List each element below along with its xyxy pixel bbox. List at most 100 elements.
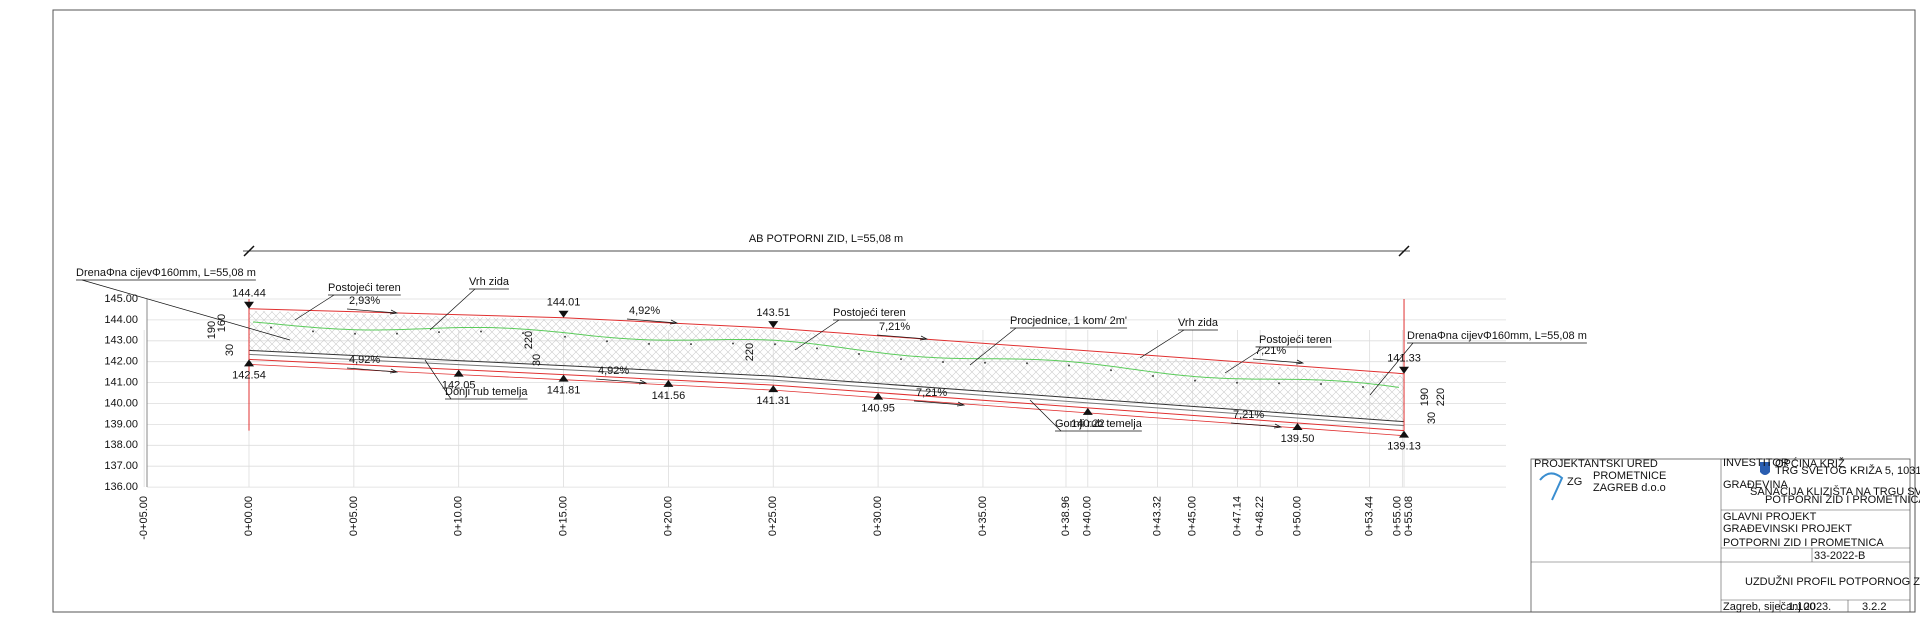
station-label: 0+45.00 (1187, 496, 1199, 536)
station-label: 0+38.96 (1060, 496, 1072, 536)
bottom-marker (244, 359, 254, 367)
drain-dot (312, 330, 314, 333)
bottom-marker (1399, 430, 1410, 438)
slope: 7,21% (1255, 345, 1286, 357)
drain-dot (270, 326, 272, 329)
drain-dot (606, 340, 608, 343)
drain-dot (480, 330, 482, 333)
bottom-marker (663, 379, 674, 387)
bottom-marker (873, 392, 884, 400)
top-elevation: 144.44 (232, 288, 266, 300)
drain-dot (1110, 369, 1112, 372)
title-block-text: GRAĐEVINA (1723, 479, 1788, 491)
station-label: 0+43.32 (1151, 496, 1163, 536)
drain-dot (1236, 381, 1238, 384)
leader (424, 359, 452, 400)
title-block-text: OPĆINA KRIŽ (1775, 457, 1845, 470)
station-label: 0+55.00 (1391, 496, 1403, 536)
slope-arrow (1252, 358, 1305, 365)
drain-dot (396, 332, 398, 335)
callout: Postojeći teren (833, 307, 906, 319)
station-label: 0+05.00 (348, 496, 360, 536)
drain-dot (1194, 379, 1196, 382)
elevation-label: 138.00 (104, 439, 138, 451)
bottom-elevation: 140.22 (1071, 418, 1105, 430)
drain-dot (900, 358, 902, 361)
dimension: 30 (224, 344, 236, 356)
terrain (252, 321, 1400, 388)
bottom-marker (558, 374, 569, 382)
title: AB POTPORNI ZID, L=55,08 m (749, 233, 903, 245)
title-block-text: TRG SVETOG KRIŽA 5, 10314 KRIŽ (1775, 464, 1920, 477)
drain-dot (438, 331, 440, 334)
leader (294, 294, 335, 321)
drain-dot (732, 342, 734, 345)
drain-dot (564, 335, 566, 338)
station-label: 0+40.00 (1082, 496, 1094, 536)
top-marker (768, 321, 779, 329)
title-block (1530, 458, 1911, 613)
dimension: 190 (1419, 388, 1431, 406)
elevation-label: 139.00 (104, 418, 138, 430)
station-label: 0+50.00 (1291, 496, 1303, 536)
bottom-elevation: 142.54 (232, 369, 266, 381)
slope: 4,92% (349, 354, 380, 366)
slope-arrow (346, 308, 399, 315)
leader (1029, 399, 1062, 432)
bottom-elevation: 139.50 (1281, 433, 1315, 445)
elevation-label: 144.00 (104, 314, 138, 326)
title-block-text: POTPORNI ZID I PROMETNICA (1723, 537, 1884, 549)
slope: 4,92% (598, 365, 629, 377)
top-marker (1399, 366, 1410, 374)
station-label: -0+05.00 (138, 496, 150, 540)
title-block-text: Zagreb, siječanj 2023. (1723, 601, 1831, 613)
leader (1139, 329, 1185, 359)
drain-dot (774, 343, 776, 346)
leader (1224, 346, 1266, 374)
station-label: 0+25.00 (767, 496, 779, 536)
drain-dot (1362, 386, 1364, 389)
bottom-elevation: 141.81 (547, 385, 581, 397)
drain-dot (942, 360, 944, 363)
station-label: 0+53.44 (1364, 496, 1376, 536)
drain-dot (858, 353, 860, 356)
top-elevation: 143.51 (756, 307, 790, 319)
title-block-text: POTPORNI ZID I PROMETNICA (1765, 494, 1920, 506)
title-block-text: SANACIJA KLIZIŠTA NA TRGU SVETOG KRIŽA (1750, 485, 1920, 498)
slope: 4,92% (629, 305, 660, 317)
title-block-text: GLAVNI PROJEKT (1723, 511, 1817, 523)
station-label: 0+48.22 (1254, 496, 1266, 536)
callout: Postojeći teren (328, 282, 401, 294)
top-marker (244, 301, 254, 309)
slope-arrow (913, 400, 966, 407)
callout: Procjednice, 1 kom/ 2m' (1010, 315, 1127, 327)
bottom-marker (1292, 422, 1303, 430)
drain-dot (648, 342, 650, 345)
drain-dot (354, 332, 356, 335)
title-block-text: ZAGREB d.o.o (1593, 482, 1666, 494)
slope: 7,21% (916, 387, 947, 399)
drain-dot (1152, 374, 1154, 377)
bottom-elevation: 141.31 (756, 395, 790, 407)
title-block-text: PROJEKTANTSKI URED (1534, 458, 1658, 470)
callout: Donji rub temelja (445, 386, 528, 398)
elevation-label: 137.00 (104, 460, 138, 472)
title-block-text: 3.2.2 (1862, 601, 1886, 613)
drain-dot (984, 361, 986, 364)
title-block-text: PROMETNICE (1593, 470, 1666, 482)
bottom-marker (453, 369, 464, 377)
elevation-label: 136.00 (104, 481, 138, 493)
wall-bottom (248, 349, 1405, 423)
dimension: 190 (206, 321, 218, 339)
drain-dot (1026, 362, 1028, 365)
elevation-label: 140.00 (104, 397, 138, 409)
elevation-label: 145.00 (104, 293, 138, 305)
bottom-marker (1082, 407, 1093, 415)
drain-dot (522, 332, 524, 335)
top-elevation: 141.33 (1387, 353, 1421, 365)
drain-dot (1320, 383, 1322, 386)
bottom-elevation: 140.95 (861, 403, 895, 415)
slope-arrow (346, 367, 399, 374)
slope: 2,93% (349, 295, 380, 307)
station-label: 0+35.00 (977, 496, 989, 536)
